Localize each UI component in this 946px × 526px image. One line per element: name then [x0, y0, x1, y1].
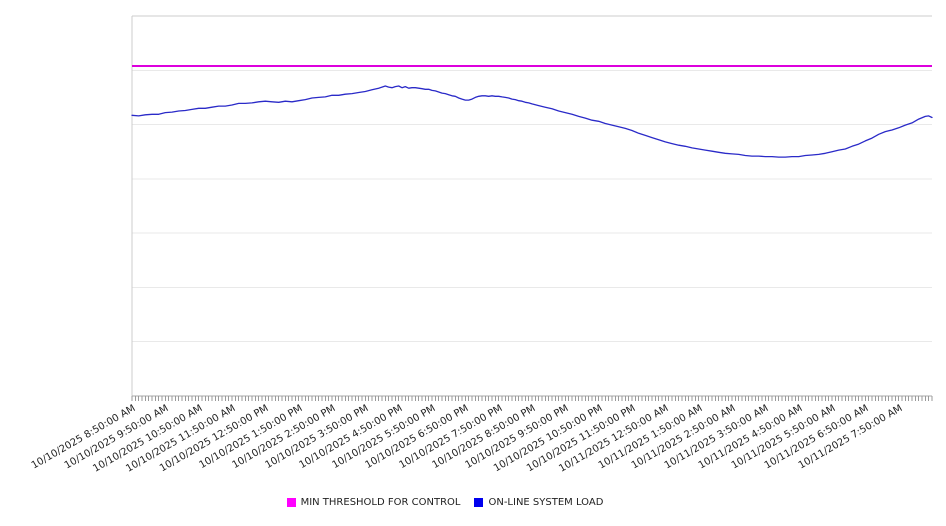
legend-item-online-system-load[interactable]: ON-LINE SYSTEM LOAD: [474, 497, 603, 508]
legend-label-min-threshold: MIN THRESHOLD FOR CONTROL: [300, 497, 461, 508]
legend-label-online-system-load: ON-LINE SYSTEM LOAD: [488, 497, 604, 508]
load-line: [131, 85, 933, 158]
legend-swatch-min-threshold: [286, 498, 296, 507]
x-axis-minor-ticks: [131, 396, 933, 401]
legend: MIN THRESHOLD FOR CONTROL ON-LINE SYSTEM…: [0, 497, 890, 508]
legend-swatch-online-system-load: [474, 498, 484, 507]
legend-item-min-threshold[interactable]: MIN THRESHOLD FOR CONTROL: [286, 497, 461, 508]
